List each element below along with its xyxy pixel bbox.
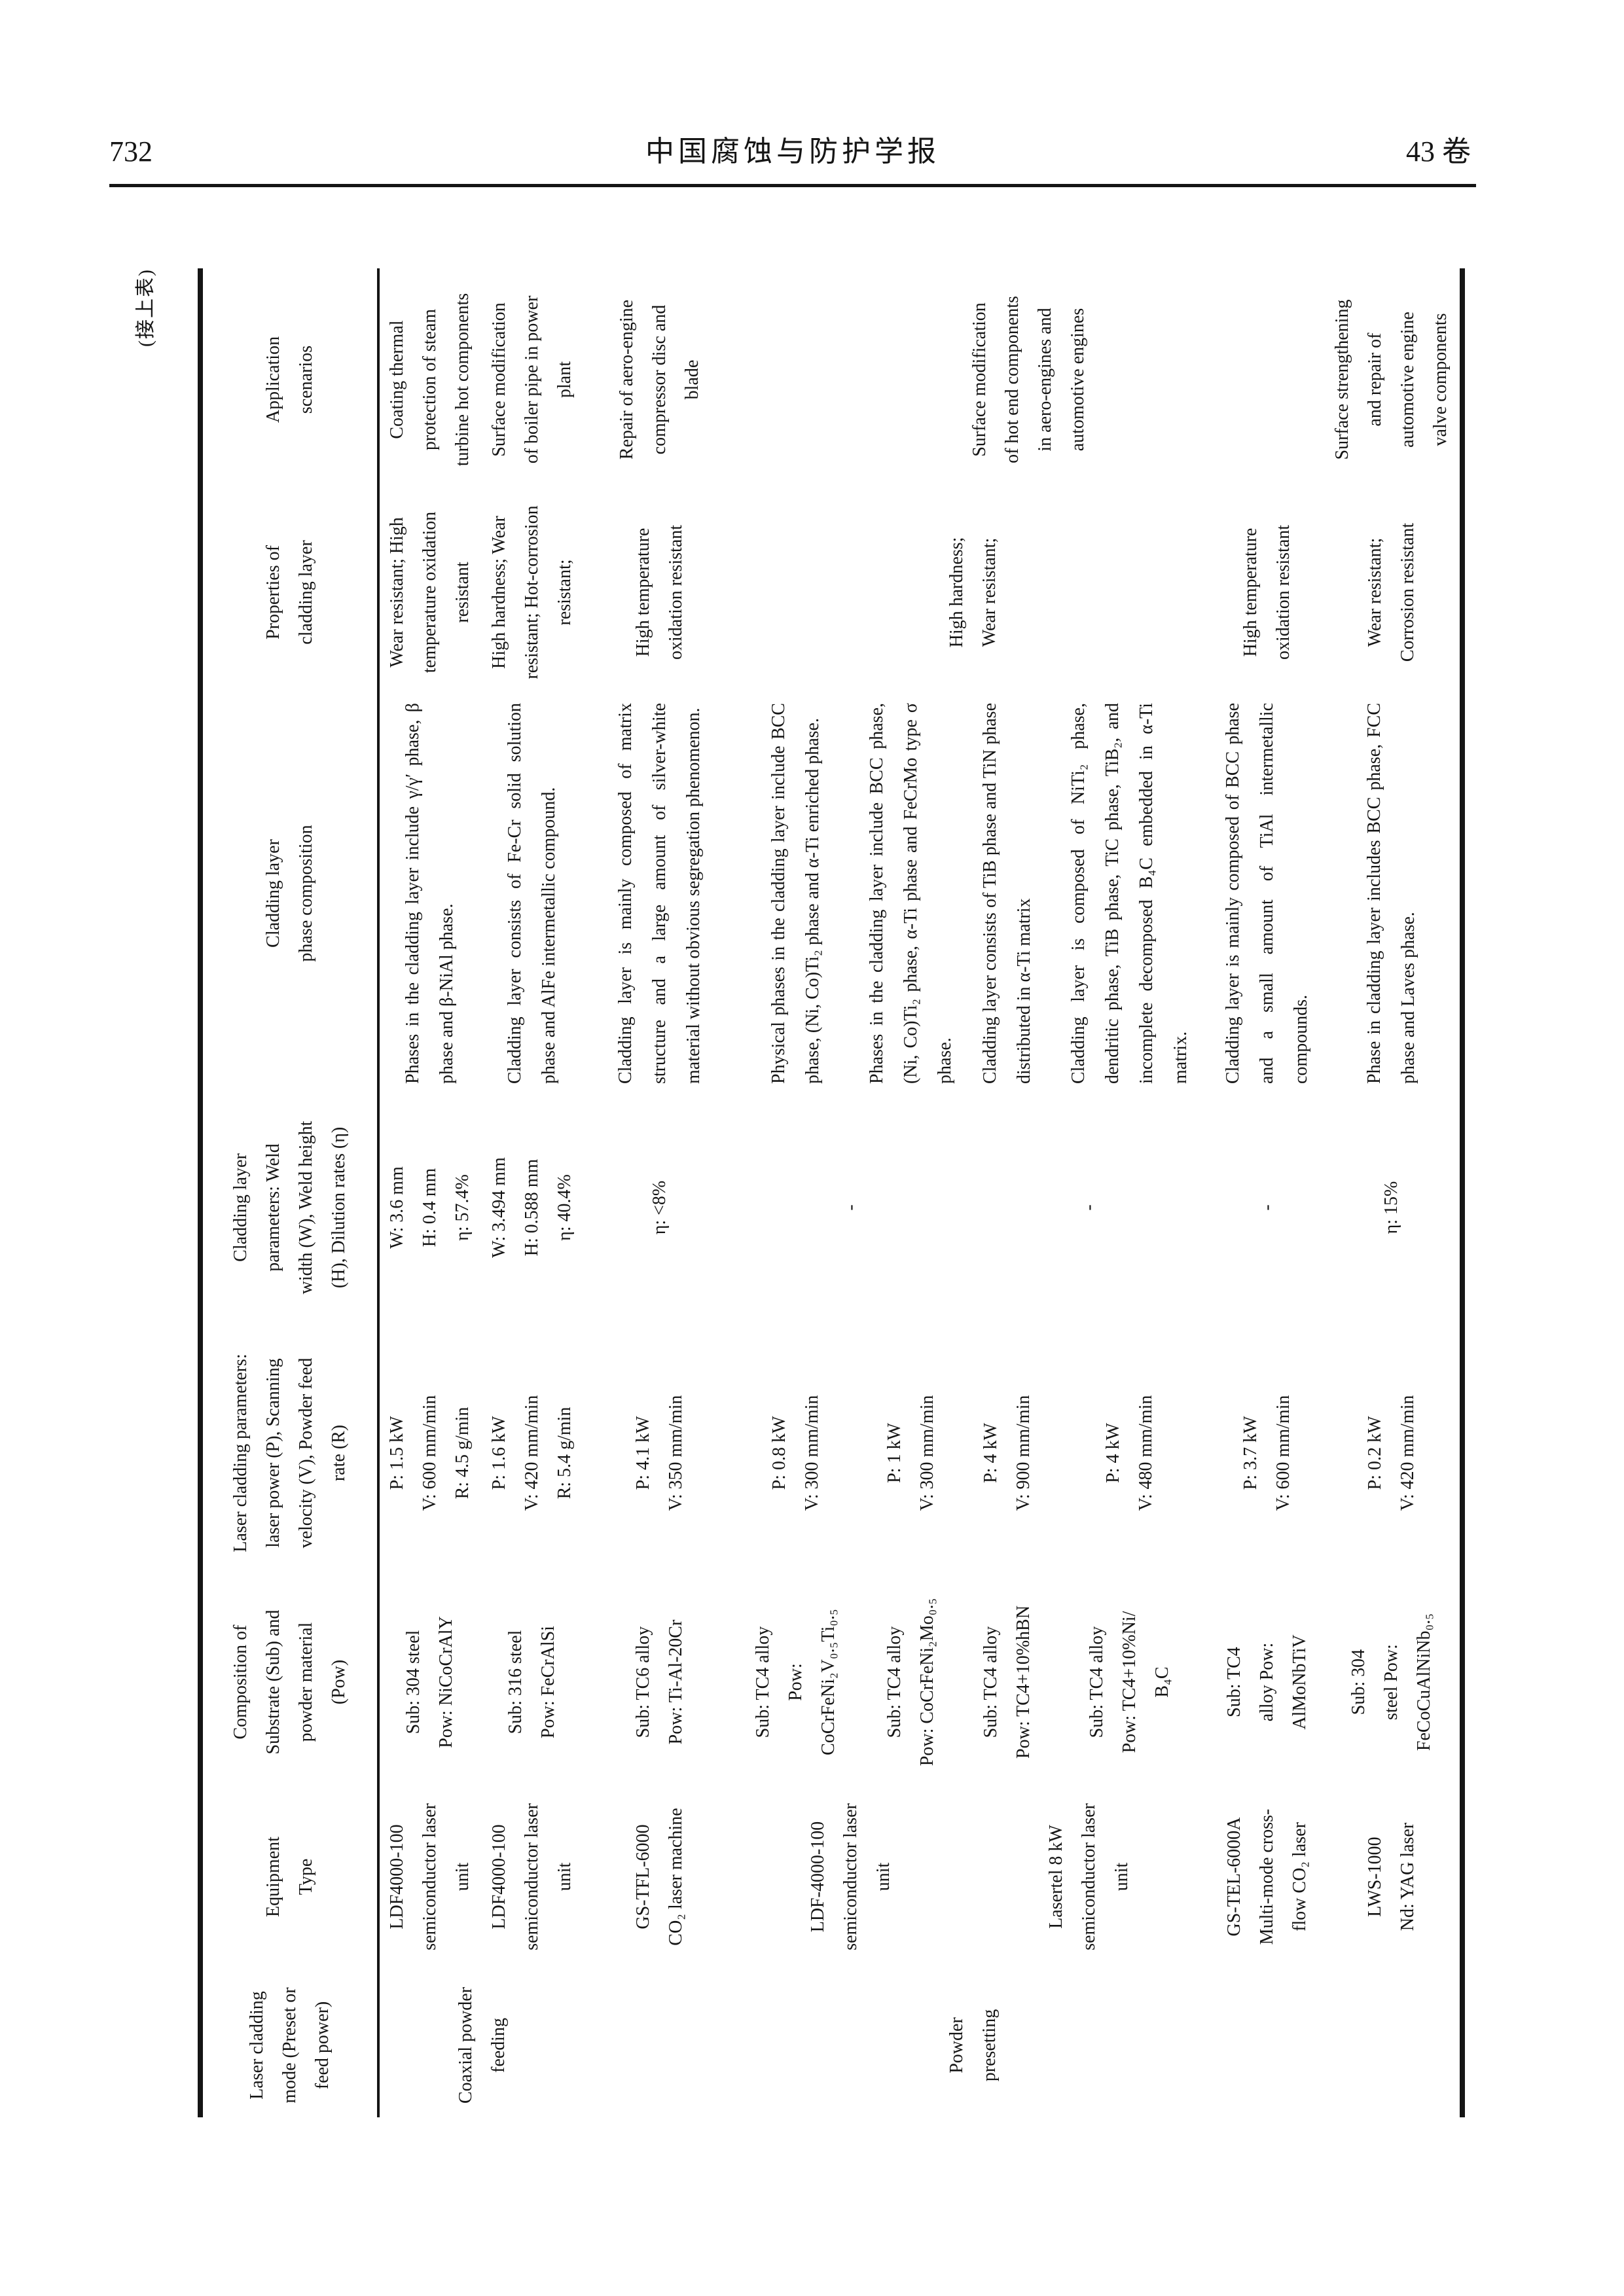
header-composition: Composition of Substrate (Sub) and powde… <box>200 1584 378 1780</box>
header-equipment: Equipment Type <box>200 1780 378 1973</box>
cell-composition: Sub: TC6 alloy Pow: Ti-Al-20Cr <box>633 1619 686 1745</box>
cell-laser-params: P: 0.2 kW V: 420 mm/min <box>1364 1395 1418 1511</box>
cell-properties: High temperature oxidation resistant <box>1240 524 1293 660</box>
cell-laser-params: P: 1.5 kW V: 600 mm/min R: 4.5 g/min <box>386 1395 473 1511</box>
cell-properties: High hardness; Wear resistant; Hot-corro… <box>489 505 575 679</box>
cell-cladding-params: - <box>840 1204 861 1211</box>
header-row: Laser cladding mode (Preset or feed powe… <box>200 268 378 2117</box>
cell-application: Repair of aero-engine compressor disc an… <box>617 299 702 460</box>
page-number: 732 <box>109 135 153 168</box>
cell-application: Coating thermal protection of steam turb… <box>386 293 473 467</box>
cell-phase: Phase in cladding layer includes BCC pha… <box>1363 703 1418 1084</box>
running-head: 732 中国腐蚀与防护学报 43 卷 <box>109 131 1476 173</box>
journal-title: 中国腐蚀与防护学报 <box>645 135 940 168</box>
cell-application: Surface modification of boiler pipe in p… <box>489 295 575 464</box>
cell-application: Surface modification of hot end componen… <box>969 296 1088 463</box>
table-continued-caption: (接上表) <box>135 268 156 347</box>
cell-properties: Wear resistant; Corrosion resistant <box>1364 522 1418 662</box>
cell-laser-params: P: 1.6 kW V: 420 mm/min R: 5.4 g/min <box>489 1395 575 1511</box>
cell-laser-params: P: 0.8 kW V: 300 mm/min <box>768 1395 822 1511</box>
cell-mode-empty <box>1212 1973 1323 2117</box>
cell-phase: Cladding layer is mainly composed of BCC… <box>1223 703 1311 1084</box>
cell-equipment: GS-TEL-6000A Multi-mode cross- flow CO₂ … <box>1224 1808 1310 1945</box>
cell-composition: Sub: TC4 alloy Pow: TC4+10%Ni/ B₄C <box>1087 1611 1172 1753</box>
cell-equipment: LDF-4000-100 semiconductor laser unit <box>807 1803 893 1950</box>
cell-phase: Physical phases in the cladding layer in… <box>768 703 823 1084</box>
cell-composition: Sub: TC4 alloy Pow: AlMoNbTiV <box>1224 1634 1310 1730</box>
cell-properties: Wear resistant; High temperature oxidati… <box>386 511 473 673</box>
cell-laser-params: P: 4 kW V: 900 mm/min <box>980 1395 1034 1511</box>
cell-properties: High temperature oxidation resistant <box>633 524 686 660</box>
continued-table: (接上表) Laser cladding mode (Preset or fee… <box>135 268 1465 2117</box>
cell-equipment: Lasertel 8 kW semiconductor laser unit <box>1045 1803 1132 1950</box>
header-laser-params: Laser cladding parameters: laser power (… <box>200 1322 378 1584</box>
cell-composition: Sub: TC4 alloy Pow: CoCrFeNi₂V₀.₅Ti₀.₅ <box>752 1609 839 1755</box>
cell-mode-empty <box>585 1973 735 2117</box>
cell-mode-preset: Powder presetting <box>947 2009 1000 2082</box>
header-properties: Properties of cladding layer <box>200 491 378 694</box>
cell-application: Surface strengthening and repair of auto… <box>1331 299 1451 460</box>
cell-phase: Cladding layer consists of TiB phase and… <box>979 703 1034 1084</box>
cell-cladding-params: η: 15% <box>1380 1181 1401 1234</box>
header-application: Application scenarios <box>200 268 378 491</box>
cell-composition: Sub: TC4 alloy Pow: CoCrFeNi₂Mo₀.₅ <box>884 1598 937 1767</box>
cell-composition: Sub: 304 steel Pow: NiCoCrAlY <box>403 1616 456 1748</box>
volume-label: 43 卷 <box>1406 135 1471 168</box>
header-mode: Laser cladding mode (Preset or feed powe… <box>200 1973 378 2117</box>
cell-equipment: GS-TFL-6000 CO₂ laser machine <box>633 1808 686 1946</box>
cell-phase: Phases in the cladding layer include BCC… <box>867 703 955 1084</box>
table-row: LWS-1000 Nd: YAG laser Sub: 304 steel Po… <box>1323 268 1462 2117</box>
header-phase: Cladding layer phase composition <box>200 694 378 1093</box>
cell-mode-coaxial: Coaxial powder feeding <box>455 1986 509 2104</box>
laser-cladding-table: Laser cladding mode (Preset or feed powe… <box>198 268 1465 2117</box>
cell-cladding-params: - <box>1078 1204 1099 1211</box>
cell-equipment: LDF4000-100 semiconductor laser unit <box>489 1803 575 1950</box>
cell-phase: Cladding layer is composed of NiTi₂ phas… <box>1068 703 1191 1084</box>
table-row: Powder presetting LDF-4000-100 semicondu… <box>735 268 1089 2117</box>
header-cladding-params: Cladding layer parameters: Weld width (W… <box>200 1093 378 1322</box>
cell-laser-params: P: 4.1 kW V: 350 mm/min <box>633 1395 686 1511</box>
cell-properties: High hardness; Wear resistant; <box>947 537 1000 648</box>
cell-cladding-params: η: <8% <box>649 1180 670 1235</box>
table-row: LDF4000-100 semiconductor laser unit Sub… <box>480 268 585 2117</box>
table-row: Coaxial powder feeding LDF4000-100 semic… <box>378 268 509 2117</box>
cell-composition: Sub: 304 steel Pow: FeCoCuAlNiNb₀.₅ <box>1348 1613 1434 1751</box>
cell-phase: Cladding layer is mainly composed of mat… <box>615 703 704 1084</box>
running-head-rule <box>109 184 1476 187</box>
cell-equipment: LDF4000-100 semiconductor laser unit <box>386 1803 473 1950</box>
cell-laser-params: P: 3.7 kW V: 600 mm/min <box>1240 1395 1293 1511</box>
table-row: GS-TEL-6000A Multi-mode cross- flow CO₂ … <box>1212 268 1323 2117</box>
cell-equipment: LWS-1000 Nd: YAG laser <box>1364 1822 1418 1931</box>
cell-cladding-params: W: 3.6 mm H: 0.4 mm η: 57.4% <box>386 1166 473 1249</box>
table-row: GS-TFL-6000 CO₂ laser machine Sub: TC6 a… <box>585 268 735 2117</box>
cell-mode-empty <box>1323 1973 1462 2117</box>
cell-laser-params: P: 1 kW V: 300 mm/min <box>884 1395 937 1511</box>
cell-phase: Cladding layer consists of Fe-Cr solid s… <box>505 703 559 1084</box>
rotated-table-region: (接上表) Laser cladding mode (Preset or fee… <box>135 268 1465 2117</box>
cell-phase: Phases in the cladding layer include γ/γ… <box>402 703 457 1084</box>
cell-composition: Sub: 316 steel Pow: FeCrAlSi <box>505 1626 558 1738</box>
cell-cladding-params: - <box>1257 1204 1277 1211</box>
cell-composition: Sub: TC4 alloy Pow: TC4+10%hBN <box>980 1605 1034 1759</box>
cell-cladding-params: W: 3.494 mm H: 0.588 mm η: 40.4% <box>489 1157 575 1258</box>
cell-laser-params: P: 4 kW V: 480 mm/min <box>1103 1395 1156 1511</box>
